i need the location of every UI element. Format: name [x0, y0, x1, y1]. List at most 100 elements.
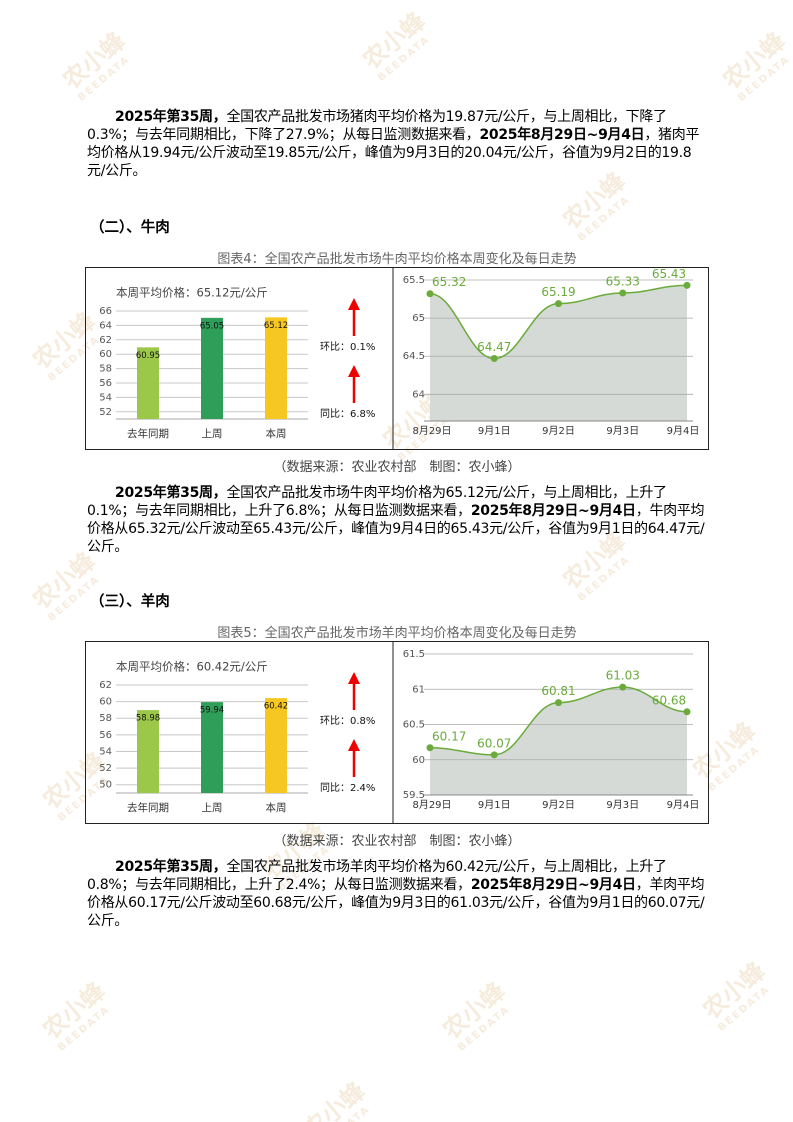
- watermark-logo: 农小蜂: [437, 976, 511, 1045]
- y-tick-label: 54: [99, 392, 112, 403]
- y-tick-label: 60.5: [403, 720, 425, 731]
- annotation: 同比：6.8%: [320, 408, 375, 420]
- point-label: 60.07: [477, 736, 511, 750]
- y-tick-label: 54: [99, 746, 112, 757]
- y-tick-label: 65.5: [403, 275, 425, 286]
- x-tick-label: 9月1日: [478, 425, 511, 437]
- y-tick-label: 56: [99, 378, 112, 389]
- line: [429, 284, 688, 360]
- x-tick-label: 去年同期: [127, 427, 169, 440]
- bar: [137, 710, 159, 793]
- text-run: 2025年第35周，: [115, 109, 227, 125]
- paragraph: 2025年第35周，全国农产品批发市场牛肉平均价格为65.12元/公斤，与上周相…: [87, 484, 709, 556]
- point: [555, 699, 562, 707]
- text-run: 2025年8月29日~9月4日: [470, 503, 636, 519]
- y-tick-label: 58: [99, 713, 112, 724]
- watermark-sub: BEEDATA: [736, 53, 793, 104]
- x-tick-label: 8月29日: [412, 425, 451, 437]
- x-tick-label: 本周: [266, 801, 287, 814]
- watermark-sub: BEEDATA: [706, 743, 763, 794]
- figure-charts: 本周平均价格：65.12元/公斤 52 54 56 58 60 62 64 66 60.95 去年同…: [99, 267, 700, 449]
- y-tick-label: 64: [412, 389, 425, 400]
- y-tick-label: 64: [99, 320, 112, 331]
- y-tick-label: 58: [99, 364, 112, 375]
- point-label: 65.32: [432, 275, 466, 289]
- figure-box: 本周平均价格：60.42元/公斤 50 52 54 56 58 60 62 58.98 去年同期 5…: [85, 641, 709, 824]
- point: [426, 290, 434, 298]
- point: [683, 708, 691, 716]
- y-tick-label: 52: [99, 407, 112, 418]
- y-tick-label: 66: [99, 306, 112, 317]
- figure-title: 图表5：全国农产品批发市场羊肉平均价格本周变化及每日走势: [217, 626, 577, 641]
- y-tick-label: 60: [412, 755, 425, 766]
- area: [430, 687, 687, 795]
- x-tick-label: 本周: [266, 427, 287, 440]
- arrow-head: [348, 365, 360, 377]
- x-tick-label: 9月1日: [478, 799, 511, 811]
- watermark-logo: 农小蜂: [37, 976, 111, 1045]
- watermark-logo: 农小蜂: [297, 1076, 371, 1122]
- point: [426, 744, 434, 752]
- watermark-sub: BEEDATA: [376, 33, 433, 84]
- line-chart: 64 64.5 65 65.5 65.32 8月29日 64.47 9月1日 65.19 9月2日…: [403, 267, 700, 437]
- paragraph: 2025年第35周，全国农产品批发市场羊肉平均价格为60.42元/公斤，与上周相…: [87, 858, 709, 930]
- watermark-sub: BEEDATA: [716, 983, 773, 1034]
- text-run: 全国农产品批发市场羊肉平均价格为60.42元/公斤，与上周相比，上升了0.8%；…: [87, 859, 667, 893]
- arrow-head: [348, 298, 360, 310]
- text-run: 全国农产品批发市场猪肉平均价格为19.87元/公斤，与上周相比，下降了0.3%；…: [87, 109, 667, 143]
- text-run: ，猪肉平均价格从19.94元/公斤波动至19.85元/公斤，峰值为9月3日的20…: [87, 127, 700, 179]
- text-run: 2025年第35周，: [115, 485, 227, 501]
- text-run: 全国农产品批发市场牛肉平均价格为65.12元/公斤，与上周相比，上升了0.1%；…: [87, 485, 667, 519]
- paragraph: 2025年第35周，全国农产品批发市场猪肉平均价格为19.87元/公斤，与上周相…: [87, 108, 709, 180]
- bar: [201, 702, 223, 793]
- point-label: 60.81: [541, 684, 575, 698]
- bar: [201, 317, 223, 419]
- bar-value-label: 59.94: [200, 706, 224, 716]
- watermark-logo: 农小蜂: [697, 956, 771, 1025]
- y-tick-label: 61: [412, 684, 425, 695]
- x-tick-label: 去年同期: [127, 801, 169, 814]
- watermark-sub: BEEDATA: [576, 193, 633, 244]
- figure-box: 本周平均价格：65.12元/公斤 52 54 56 58 60 62 64 66 60.95 去年同…: [85, 267, 709, 450]
- figure-source: （数据来源：农业农村部 制图：农小蜂）: [273, 460, 521, 475]
- point-label: 60.17: [432, 729, 466, 743]
- text-run: ，牛肉平均价格从65.32元/公斤波动至65.43元/公斤，峰值为9月4日的65…: [87, 503, 705, 555]
- point-label: 60.68: [652, 693, 686, 707]
- bar-chart: 本周平均价格：60.42元/公斤 50 52 54 56 58 60 62 58.98 去年同期 5…: [99, 660, 375, 815]
- bar: [265, 698, 287, 793]
- point-label: 65.43: [652, 268, 686, 281]
- bar-value-label: 65.12: [264, 321, 288, 331]
- x-tick-label: 9月2日: [542, 425, 575, 437]
- section-heading: （三）、羊肉: [90, 594, 170, 610]
- watermark-sub: BEEDATA: [56, 1003, 113, 1054]
- point-label: 65.19: [541, 285, 575, 299]
- area: [430, 285, 687, 421]
- figure-charts: 本周平均价格：60.42元/公斤 50 52 54 56 58 60 62 58.98 去年同期 5…: [99, 642, 699, 823]
- x-tick-label: 9月2日: [542, 799, 575, 811]
- point: [490, 751, 498, 759]
- y-tick-label: 60: [99, 349, 112, 360]
- text-run: ，羊肉平均价格从60.17元/公斤波动至60.68元/公斤，峰值为9月3日的61…: [87, 877, 705, 929]
- watermark-logo: 农小蜂: [57, 26, 131, 95]
- figure-title: 图表4：全国农产品批发市场牛肉平均价格本周变化及每日走势: [217, 252, 577, 267]
- y-tick-label: 52: [99, 763, 112, 774]
- point-label: 61.03: [606, 669, 640, 683]
- point: [619, 289, 627, 297]
- bar-value-label: 60.42: [264, 702, 288, 712]
- y-tick-label: 61.5: [403, 649, 425, 660]
- y-tick-label: 65: [412, 313, 425, 324]
- text-run: 2025年8月29日~9月4日: [470, 877, 636, 893]
- bar: [137, 347, 159, 419]
- annotation: 环比：0.8%: [320, 715, 375, 727]
- y-tick-label: 62: [99, 680, 112, 691]
- y-tick-label: 50: [99, 780, 112, 791]
- x-tick-label: 上周: [202, 428, 223, 440]
- x-tick-label: 上周: [202, 802, 223, 814]
- point: [683, 281, 691, 289]
